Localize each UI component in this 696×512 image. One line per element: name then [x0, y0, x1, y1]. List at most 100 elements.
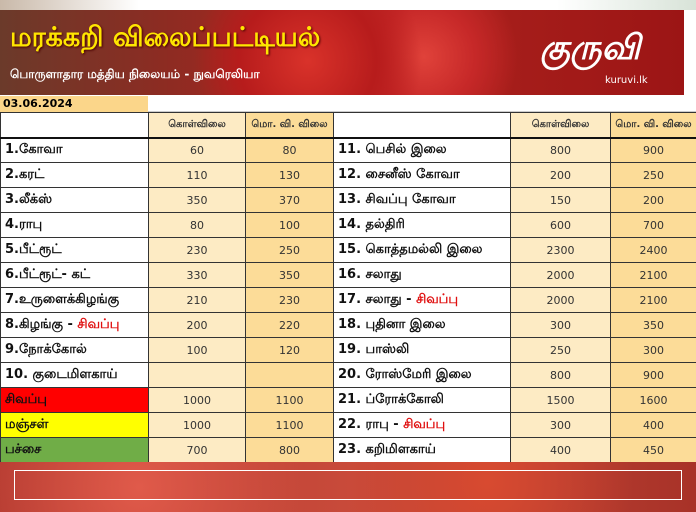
item-name: 23. கறிமிளகாய் — [333, 437, 511, 463]
wholesale-price: 800 — [510, 137, 611, 163]
item-name: 7.உருளைக்கிழங்கு — [0, 287, 149, 313]
wholesale-price: 800 — [510, 362, 611, 388]
retail-price: 1600 — [610, 387, 696, 413]
brand-logo: குருவி — [540, 28, 641, 68]
header-blank — [333, 112, 511, 139]
retail-price: 250 — [610, 162, 696, 188]
item-label: 6.பீட்ரூட்- கட் — [5, 267, 91, 282]
item-name: 3.லீக்ஸ் — [0, 187, 149, 213]
date-label: 03.06.2024 — [0, 96, 148, 112]
item-name: 18. புதினா இலை — [333, 312, 511, 338]
retail-price: 100 — [245, 212, 334, 238]
wholesale-price: 210 — [148, 287, 246, 313]
item-name: 4.ராபு — [0, 212, 149, 238]
header-wholesale: கொள்விலை — [148, 112, 246, 139]
retail-price: 700 — [610, 212, 696, 238]
item-name: 16. சலாது — [333, 262, 511, 288]
item-label: சிவப்பு — [5, 392, 47, 407]
item-name: 11. பெசில் இலை — [333, 137, 511, 163]
wholesale-price: 2000 — [510, 262, 611, 288]
retail-price: 350 — [245, 262, 334, 288]
item-name: 19. பாஸ்லி — [333, 337, 511, 363]
table-row: 8.கிழங்கு - சிவப்பு 200 220 18. புதினா இலை 3… — [0, 312, 696, 338]
item-name: 13. சிவப்பு கோவா — [333, 187, 511, 213]
item-label: 11. பெசில் இலை — [338, 142, 447, 158]
footer-frame — [14, 470, 682, 500]
item-name: சிவப்பு — [0, 387, 149, 413]
retail-price: 2100 — [610, 287, 696, 313]
item-label: 19. பாஸ்லி — [338, 342, 410, 357]
wholesale-price: 330 — [148, 262, 246, 288]
wholesale-price: 200 — [148, 312, 246, 338]
item-label: 21. ப்ரோக்கோலி — [338, 392, 444, 407]
table-row: 6.பீட்ரூட்- கட் 330 350 16. சலாது 2000 2100 — [0, 262, 696, 288]
item-name: 8.கிழங்கு - சிவப்பு — [0, 312, 149, 338]
retail-price: 130 — [245, 162, 334, 188]
item-name: 2.கரட் — [0, 162, 149, 188]
item-label: 14. தல்திரி — [338, 217, 405, 232]
table-row: மஞ்சள் 1000 1100 22. ராபு - சிவப்பு 300 400 — [0, 412, 696, 438]
brand-url: kuruvi.lk — [605, 75, 648, 86]
item-name: 15. கொத்தமல்லி இலை — [333, 237, 511, 263]
price-table: கொள்விலை மொ. வி. விலை கொள்விலை மொ. வி. வ… — [0, 112, 696, 463]
retail-price: 250 — [245, 237, 334, 263]
item-label: 7.உருளைக்கிழங்கு — [5, 292, 120, 307]
item-label: 4.ராபு — [5, 217, 43, 232]
table-header: கொள்விலை மொ. வி. விலை கொள்விலை மொ. வி. வ… — [0, 112, 696, 139]
retail-price: 80 — [245, 137, 334, 163]
header-banner — [0, 10, 684, 95]
retail-price: 200 — [610, 187, 696, 213]
wholesale-price: 700 — [148, 437, 246, 463]
item-label: 17. சலாது - — [338, 292, 417, 307]
item-variant: சிவப்பு — [403, 417, 446, 432]
item-label: 10. குடைமிளகாய் — [5, 367, 118, 382]
item-label: 23. கறிமிளகாய் — [338, 442, 436, 457]
wholesale-price — [148, 362, 246, 388]
item-label: 3.லீக்ஸ் — [5, 192, 53, 207]
table-row: சிவப்பு 1000 1100 21. ப்ரோக்கோலி 1500 1600 — [0, 387, 696, 413]
retail-price: 1100 — [245, 387, 334, 413]
wholesale-price: 1000 — [148, 412, 246, 438]
item-name: 6.பீட்ரூட்- கட் — [0, 262, 149, 288]
wholesale-price: 400 — [510, 437, 611, 463]
wholesale-price: 230 — [148, 237, 246, 263]
item-name: 9.நோக்கோல் — [0, 337, 149, 363]
item-name: 20. ரோஸ்மேரி இலை — [333, 362, 511, 388]
table-row: 5.பீட்ரூட் 230 250 15. கொத்தமல்லி இலை 2300 24… — [0, 237, 696, 263]
page-subtitle: பொருளாதார மத்திய நிலையம் - நுவரெலியா — [10, 67, 260, 81]
item-label: 9.நோக்கோல் — [5, 342, 87, 357]
retail-price: 900 — [610, 362, 696, 388]
item-name: 1.கோவா — [0, 137, 149, 163]
item-name: 5.பீட்ரூட் — [0, 237, 149, 263]
table-row: 9.நோக்கோல் 100 120 19. பாஸ்லி 250 300 — [0, 337, 696, 363]
wholesale-price: 110 — [148, 162, 246, 188]
retail-price — [245, 362, 334, 388]
wholesale-price: 2300 — [510, 237, 611, 263]
wholesale-price: 250 — [510, 337, 611, 363]
wholesale-price: 80 — [148, 212, 246, 238]
retail-price: 2100 — [610, 262, 696, 288]
retail-price: 120 — [245, 337, 334, 363]
item-label: பச்சை — [5, 442, 42, 457]
retail-price: 230 — [245, 287, 334, 313]
retail-price: 2400 — [610, 237, 696, 263]
item-label: 16. சலாது — [338, 267, 402, 282]
item-name: 14. தல்திரி — [333, 212, 511, 238]
item-name: 12. சைனீஸ் கோவா — [333, 162, 511, 188]
retail-price: 350 — [610, 312, 696, 338]
table-row: 10. குடைமிளகாய் 20. ரோஸ்மேரி இலை 800 900 — [0, 362, 696, 388]
wholesale-price: 200 — [510, 162, 611, 188]
wholesale-price: 60 — [148, 137, 246, 163]
item-label: 8.கிழங்கு - — [5, 317, 78, 332]
wholesale-price: 300 — [510, 312, 611, 338]
item-label: 12. சைனீஸ் கோவா — [338, 167, 460, 182]
table-row: பச்சை 700 800 23. கறிமிளகாய் 400 450 — [0, 437, 696, 463]
retail-price: 220 — [245, 312, 334, 338]
item-variant: சிவப்பு — [77, 317, 120, 332]
retail-price: 300 — [610, 337, 696, 363]
wholesale-price: 150 — [510, 187, 611, 213]
item-name: 10. குடைமிளகாய் — [0, 362, 149, 388]
item-name: மஞ்சள் — [0, 412, 149, 438]
header-blank — [0, 112, 149, 139]
top-image-strip — [0, 0, 696, 10]
